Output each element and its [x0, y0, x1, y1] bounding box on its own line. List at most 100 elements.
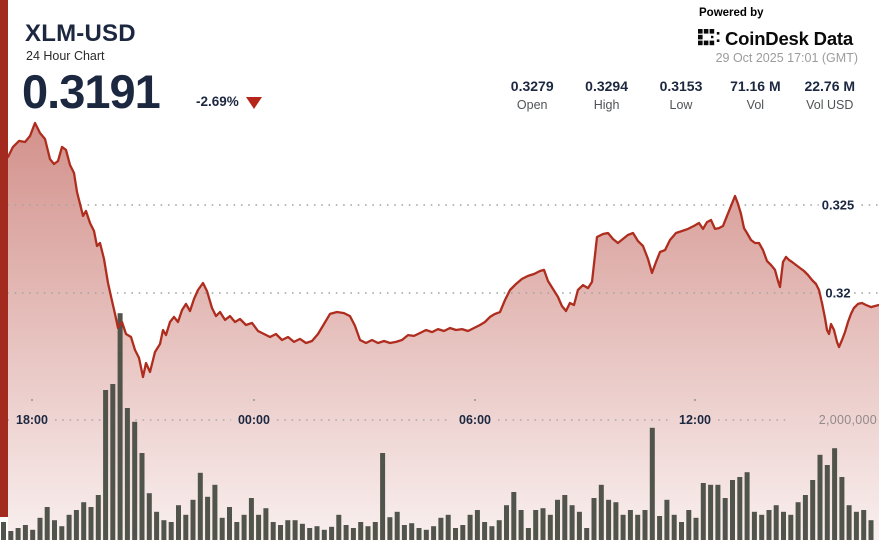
volume-bar: [248, 498, 254, 540]
volume-bar: [759, 514, 765, 540]
volume-bar: [562, 495, 568, 540]
volume-bar: [853, 511, 859, 540]
volume-bar: [212, 484, 218, 540]
volume-bar: [285, 520, 291, 540]
volume-bar: [693, 517, 699, 540]
volume-bar: [664, 499, 670, 540]
brand-name: CoinDesk Data: [725, 28, 853, 49]
volume-bar: [766, 510, 772, 540]
volume-bar: [474, 510, 480, 540]
volume-bar: [627, 510, 633, 540]
volume-bar: [795, 502, 801, 540]
volume-bar: [1, 522, 6, 540]
stat-volume: 71.16 M Vol: [718, 78, 792, 112]
volume-bar: [409, 523, 415, 540]
volume-bar: [190, 499, 196, 540]
volume-bar: [846, 505, 852, 540]
volume-bar: [496, 520, 502, 540]
volume-bar: [817, 454, 823, 540]
stat-label: High: [593, 98, 620, 112]
volume-bar: [365, 526, 371, 540]
volume-bar: [861, 510, 867, 540]
volume-bar: [278, 525, 283, 540]
volume-bar: [686, 510, 692, 540]
volume-bar: [525, 528, 531, 540]
volume-bar: [737, 477, 743, 540]
volume-bar: [511, 492, 517, 540]
left-accent-bar: [0, 0, 8, 517]
volume-bar: [416, 528, 422, 540]
volume-bar: [598, 484, 604, 540]
volume-bar: [146, 493, 152, 540]
ohlc-stats-row: 0.3279 Open 0.3294 High 0.3153 Low 71.16…: [495, 78, 867, 112]
volume-bar: [110, 384, 116, 540]
volume-bar: [205, 496, 211, 540]
volume-bar: [73, 510, 79, 540]
volume-bar: [788, 514, 794, 540]
volume-bar: [117, 313, 123, 540]
volume-bar: [642, 510, 648, 540]
volume-bar: [15, 528, 21, 540]
volume-bar: [81, 502, 87, 540]
volume-bar: [518, 510, 524, 540]
volume-bar: [343, 525, 349, 540]
volume-bar: [423, 529, 429, 540]
volume-bar: [307, 528, 313, 540]
volume-bar: [460, 525, 466, 540]
volume-bar: [161, 520, 167, 540]
volume-bar: [227, 507, 232, 540]
volume-bar: [438, 517, 444, 540]
volume-bar: [773, 505, 779, 540]
volume-bar: [329, 526, 335, 540]
volume-bar: [256, 514, 262, 540]
volume-bar: [555, 499, 560, 540]
volume-bar: [453, 528, 458, 540]
chart-subtitle: 24 Hour Chart: [26, 49, 105, 63]
volume-bar: [868, 520, 874, 540]
stat-label: Vol: [746, 98, 765, 112]
volume-bar: [8, 531, 14, 540]
volume-bar: [234, 522, 240, 540]
volume-bar: [52, 520, 57, 540]
volume-bar: [781, 511, 786, 540]
volume-bar: [336, 514, 342, 540]
stat-volume-usd: 22.76 M Vol USD: [793, 78, 867, 112]
volume-bar: [504, 505, 509, 540]
volume-bar: [103, 390, 109, 540]
volume-bar: [715, 484, 721, 540]
volume-bar: [730, 480, 735, 540]
volume-bars: [1, 313, 874, 540]
volume-bar: [30, 529, 36, 540]
volume-bar: [37, 517, 43, 540]
volume-bar: [299, 523, 305, 540]
timestamp: 29 Oct 2025 17:01 (GMT): [715, 51, 858, 65]
stat-label: Low: [669, 98, 693, 112]
volume-bar: [176, 505, 181, 540]
volume-bar: [431, 526, 437, 540]
volume-bar: [744, 472, 750, 540]
volume-bar: [22, 525, 28, 540]
volume-bar: [547, 514, 553, 540]
volume-bar: [387, 517, 393, 540]
volume-bar: [139, 453, 145, 540]
volume-bar: [358, 522, 364, 540]
volume-bar: [569, 505, 575, 540]
stat-value: 0.3153: [659, 78, 703, 94]
volume-bar: [613, 502, 619, 540]
volume-bar: [197, 472, 203, 540]
volume-bar: [657, 516, 663, 540]
volume-bar: [350, 528, 356, 540]
volume-bar: [445, 514, 451, 540]
stat-low: 0.3153 Low: [644, 78, 718, 112]
volume-bar: [380, 453, 386, 540]
stat-open: 0.3279 Open: [495, 78, 569, 112]
current-price: 0.3191: [22, 65, 161, 118]
volume-bar: [183, 514, 189, 540]
volume-bar: [700, 483, 706, 540]
volume-bar: [606, 499, 612, 540]
price-gridlines: [0, 204, 879, 294]
volume-bar: [810, 480, 816, 540]
volume-bar: [372, 522, 378, 540]
volume-bar: [576, 511, 582, 540]
